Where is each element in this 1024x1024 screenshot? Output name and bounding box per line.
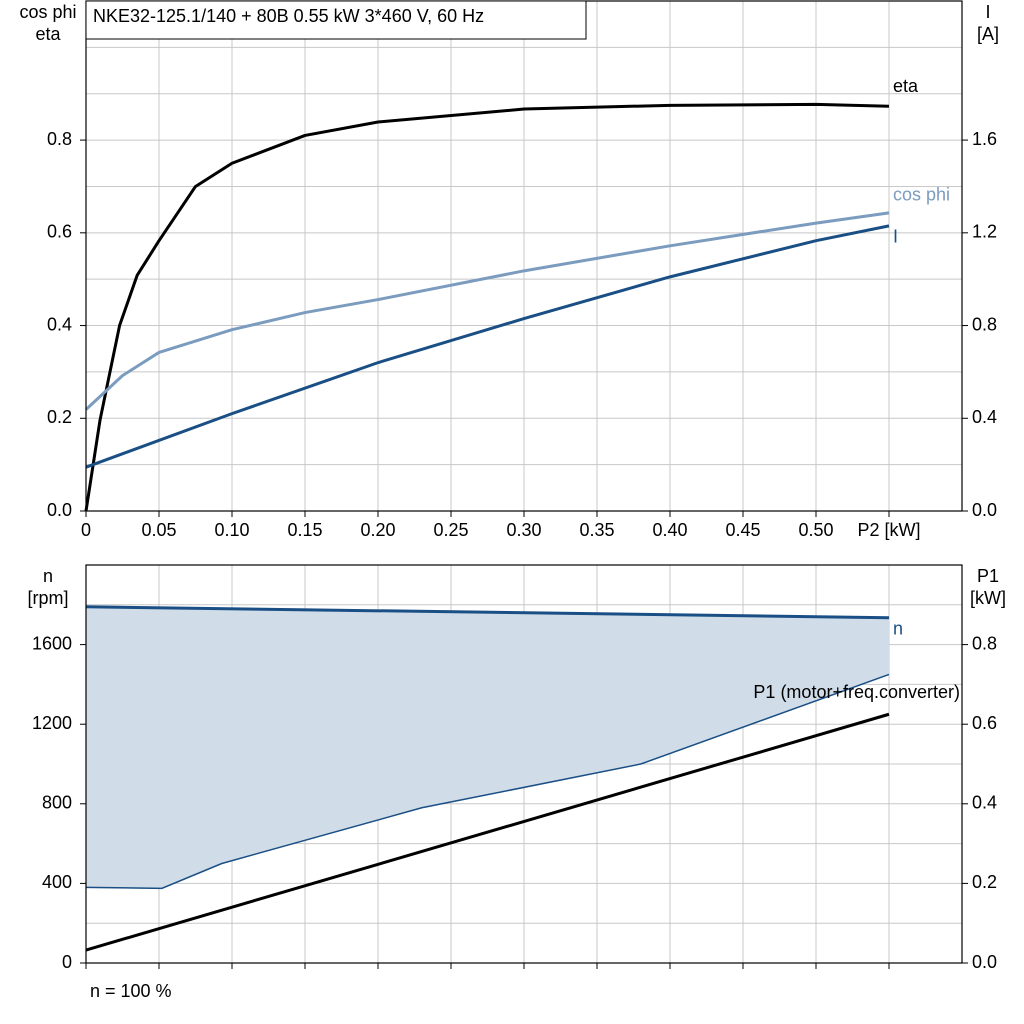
x-tick-label: 0.45 — [725, 520, 760, 540]
y-tick-label: 0.0 — [47, 500, 72, 520]
y-axis-label: cos phi — [19, 2, 76, 22]
x-tick-label: P2 [kW] — [857, 520, 920, 540]
y-tick-label: 0.2 — [47, 407, 72, 427]
x-tick-label: 0.10 — [214, 520, 249, 540]
y2-tick-label: 0.6 — [972, 713, 997, 733]
series-label: eta — [893, 76, 919, 96]
y2-tick-label: 1.2 — [972, 222, 997, 242]
y-tick-label: 0.4 — [47, 314, 72, 334]
x-tick-label: 0 — [81, 520, 91, 540]
y-tick-label: 0.8 — [47, 129, 72, 149]
y-tick-label: 1200 — [32, 713, 72, 733]
band-line — [85, 673, 890, 890]
y2-axis-label: [A] — [977, 24, 999, 44]
y-tick-label: 0.6 — [47, 222, 72, 242]
y2-axis-label: P1 — [977, 566, 999, 586]
series-line — [84, 102, 890, 512]
x-tick-label: 0.30 — [506, 520, 541, 540]
y-tick-label: 800 — [42, 793, 72, 813]
y2-tick-label: 0.8 — [972, 633, 997, 653]
series-line — [85, 712, 890, 952]
y2-tick-label: 1.6 — [972, 129, 997, 149]
chart-title: NKE32-125.1/140 + 80B 0.55 kW 3*460 V, 6… — [93, 6, 484, 26]
footer-note: n = 100 % — [90, 981, 172, 1001]
y-tick-label: 1600 — [32, 633, 72, 653]
series-label: P1 (motor+freq.converter) — [753, 682, 960, 702]
series-line — [84, 211, 890, 411]
title-box — [85, 0, 587, 40]
x-tick-label: 0.15 — [287, 520, 322, 540]
x-tick-label: 0.50 — [798, 520, 833, 540]
y-axis-label: [rpm] — [27, 588, 68, 608]
y2-axis-label: I — [985, 2, 990, 22]
series-label: n — [893, 618, 903, 638]
x-tick-label: 0.25 — [433, 520, 468, 540]
x-tick-label: 0.05 — [141, 520, 176, 540]
y-tick-label: 400 — [42, 872, 72, 892]
y2-axis-label: [kW] — [970, 588, 1006, 608]
x-tick-label: 0.20 — [360, 520, 395, 540]
series-label: cos phi — [893, 185, 950, 205]
series-line — [85, 224, 890, 469]
y-axis-label: eta — [35, 24, 61, 44]
series-label: I — [893, 227, 898, 247]
y-tick-label: 0 — [62, 952, 72, 972]
series-line — [85, 605, 890, 620]
y-axis-label: n — [43, 566, 53, 586]
x-tick-label: 0.40 — [652, 520, 687, 540]
x-tick-label: 0.35 — [579, 520, 614, 540]
y2-tick-label: 0.0 — [972, 500, 997, 520]
y2-tick-label: 0.2 — [972, 872, 997, 892]
y2-tick-label: 0.8 — [972, 314, 997, 334]
y2-tick-label: 0.4 — [972, 793, 997, 813]
y2-tick-label: 0.0 — [972, 952, 997, 972]
y2-tick-label: 0.4 — [972, 407, 997, 427]
band-area — [86, 606, 889, 889]
